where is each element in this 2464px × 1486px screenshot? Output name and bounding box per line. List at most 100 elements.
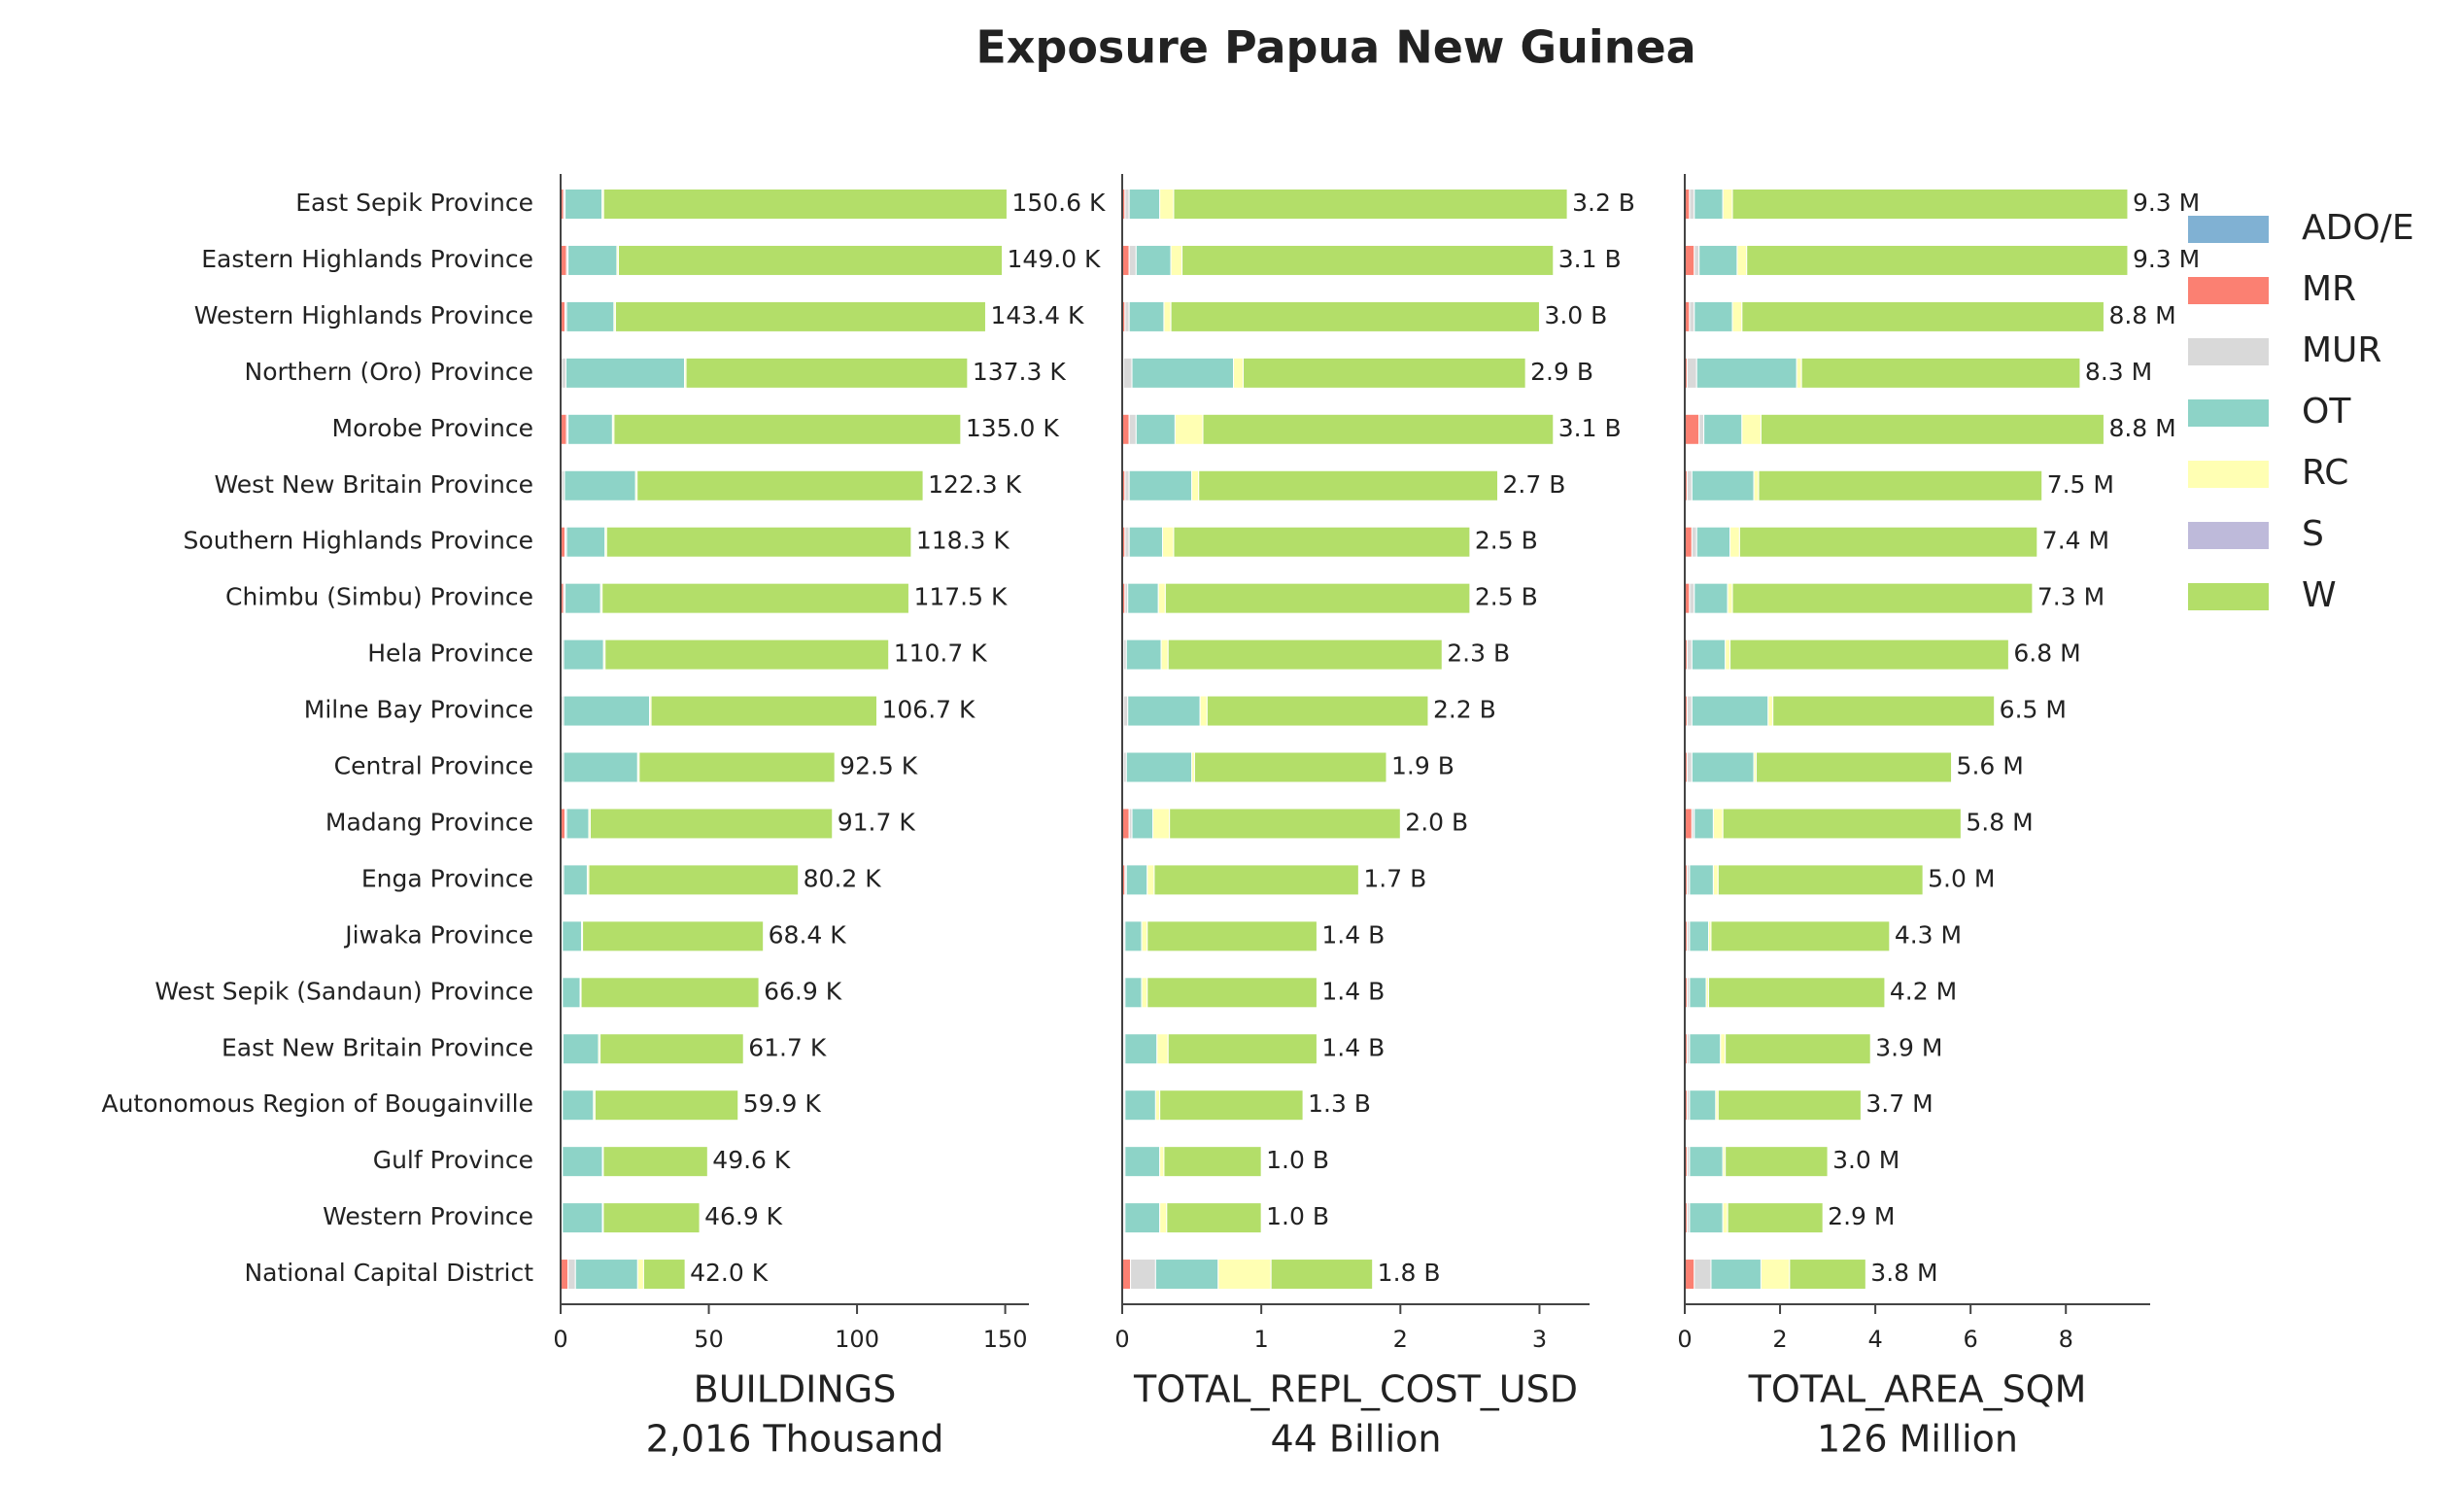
bar-segment <box>594 1089 739 1122</box>
bar-segment <box>1217 1259 1272 1291</box>
bar-segment <box>1731 300 1743 332</box>
bar-segment <box>602 189 1008 220</box>
value-label: 4.3 M <box>1895 920 1962 949</box>
value-label: 2.9 B <box>1530 358 1593 386</box>
bar-segment <box>588 864 800 896</box>
bar-segment <box>1695 357 1797 389</box>
bar-segment <box>564 469 636 501</box>
bar-segment <box>1691 751 1755 783</box>
x-tick-label: 50 <box>694 1326 724 1353</box>
bar-segment <box>1125 639 1162 671</box>
bar-segment <box>1684 808 1693 840</box>
bar-segment <box>1198 469 1499 501</box>
legend-swatch <box>2188 461 2269 488</box>
bar-segment <box>1128 189 1161 220</box>
value-label: 46.9 K <box>704 1202 783 1230</box>
x-tick-label: 1 <box>1254 1326 1269 1353</box>
bar-segment <box>1154 1089 1161 1122</box>
bar-segment <box>1691 469 1755 501</box>
value-label: 1.4 B <box>1321 920 1385 949</box>
y-tick-label: East Sepik Province <box>295 189 533 217</box>
value-label: 1.8 B <box>1378 1259 1441 1287</box>
value-label: 7.3 M <box>2037 583 2105 611</box>
y-tick-label: Milne Bay Province <box>304 696 533 724</box>
bar-segment <box>1800 357 2081 389</box>
bar-segment <box>1121 1259 1132 1291</box>
bar-segment <box>1124 526 1130 558</box>
bar-segment <box>1191 469 1200 501</box>
legend-label: OT <box>2302 392 2351 432</box>
bar-segment <box>580 977 760 1009</box>
value-label: 1.4 B <box>1321 977 1385 1005</box>
bar-segment <box>1159 1146 1165 1178</box>
bar-segment <box>563 864 588 896</box>
value-label: 91.7 K <box>838 808 916 836</box>
value-label: 1.3 B <box>1308 1089 1371 1118</box>
y-tick-label: Southern Highlands Province <box>184 527 533 555</box>
y-tick-label: Madang Province <box>325 808 533 836</box>
bar-segment <box>1708 977 1886 1009</box>
value-label: 110.7 K <box>894 639 988 668</box>
bar-segment <box>1124 1089 1156 1122</box>
bar-segment <box>1128 469 1193 501</box>
bar-segment <box>1684 1259 1695 1291</box>
bar-segment <box>1121 244 1130 276</box>
bar-segment <box>1746 244 2129 276</box>
y-tick-label: East New Britain Province <box>222 1033 533 1061</box>
bar-segment <box>565 357 686 389</box>
bar-segment <box>1141 920 1148 952</box>
bar-segment <box>1154 1259 1219 1291</box>
bar-segment <box>565 582 601 614</box>
bar-segment <box>1758 469 2043 501</box>
bar-segment <box>1151 808 1171 840</box>
y-tick-label: Jiwaka Province <box>343 920 533 949</box>
value-label: 137.3 K <box>973 358 1067 386</box>
bar-segment <box>1686 469 1693 501</box>
value-label: 2.0 B <box>1405 808 1468 836</box>
value-label: 1.0 B <box>1266 1146 1329 1174</box>
bar-segment <box>582 920 765 952</box>
bar-segment <box>1729 526 1740 558</box>
bar-segment <box>1689 300 1695 332</box>
value-label: 66.9 K <box>764 977 842 1005</box>
bar-segment <box>1689 1033 1722 1065</box>
bar-segment <box>563 751 638 783</box>
value-label: 3.9 M <box>1875 1033 1942 1061</box>
bar-segment <box>1121 413 1130 445</box>
x-tick-label: 150 <box>983 1326 1028 1353</box>
bar-segment <box>1691 526 1697 558</box>
bar-segment <box>1233 357 1245 389</box>
bar-segment <box>1167 1033 1318 1065</box>
y-tick-label: Morobe Province <box>332 414 533 442</box>
legend-label: ADO/E <box>2302 208 2414 248</box>
bar-segment <box>1124 1202 1161 1234</box>
bar-segment <box>1131 357 1235 389</box>
bar-segment <box>1725 639 1731 671</box>
bar-segment <box>565 526 606 558</box>
bar-segment <box>1124 469 1130 501</box>
bar-segment <box>1686 695 1693 727</box>
bar-segment <box>1128 244 1137 276</box>
bar-segment <box>1270 1259 1374 1291</box>
x-axis-label: BUILDINGS <box>694 1368 897 1411</box>
bar-segment <box>1691 639 1727 671</box>
bar-segment <box>1703 413 1743 445</box>
bar-segment <box>614 300 986 332</box>
bar-segment <box>1772 695 1996 727</box>
bar-segment <box>562 1033 599 1065</box>
bar-segment <box>1122 357 1133 389</box>
value-label: 8.8 M <box>2108 414 2175 442</box>
value-label: 3.7 M <box>1865 1089 1933 1118</box>
bar-segment <box>1173 526 1471 558</box>
x-tick-label: 0 <box>553 1326 567 1353</box>
value-label: 2.5 B <box>1475 583 1538 611</box>
bar-segment <box>1684 244 1695 276</box>
bar-segment <box>1729 639 2009 671</box>
bar-segment <box>1736 244 1748 276</box>
x-tick-label: 100 <box>835 1326 879 1353</box>
bar-segment <box>1738 526 2038 558</box>
x-axis-subtitle: 126 Million <box>1817 1418 2018 1461</box>
bar-segment <box>1694 189 1724 220</box>
value-label: 135.0 K <box>966 414 1060 442</box>
x-tick-label: 4 <box>1867 1326 1882 1353</box>
